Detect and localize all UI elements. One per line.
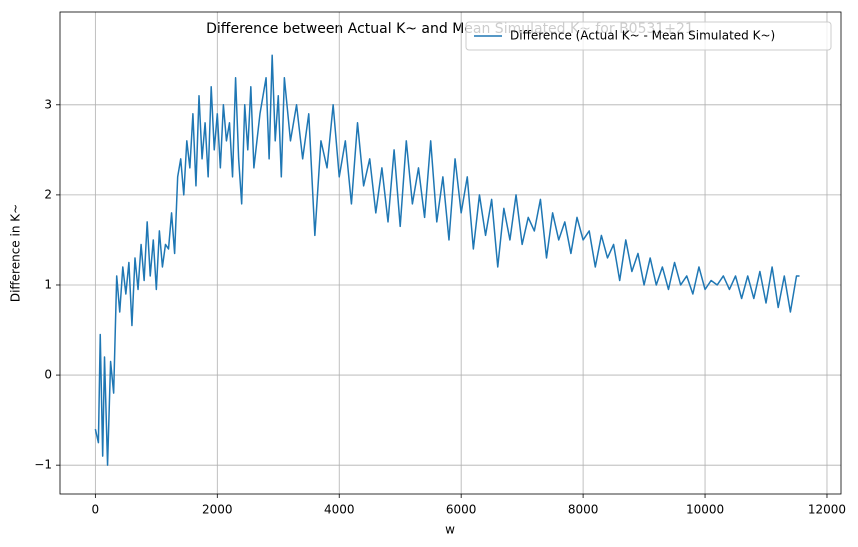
- y-tick-label: 3: [44, 97, 52, 111]
- legend-label: Difference (Actual K~ - Mean Simulated K…: [510, 29, 775, 43]
- y-tick-label: 1: [44, 277, 52, 291]
- x-tick-label: 10000: [686, 503, 724, 517]
- plot-frame: [59, 11, 842, 495]
- x-tick-label: 12000: [808, 503, 846, 517]
- x-tick-label: 6000: [446, 503, 477, 517]
- y-tick-label: 0: [44, 368, 52, 382]
- legend-box: [465, 21, 832, 51]
- x-axis-label: w: [445, 523, 455, 537]
- legend: Difference (Actual K~ - Mean Simulated K…: [465, 21, 832, 51]
- y-tick-label: 2: [44, 187, 52, 201]
- x-tick-label: 2000: [202, 503, 233, 517]
- y-axis-label: Difference in K~: [9, 204, 23, 302]
- data-line: [94, 54, 800, 466]
- x-tick-label: 4000: [324, 503, 355, 517]
- x-tick-label: 8000: [568, 503, 599, 517]
- x-tick-label: 0: [92, 503, 100, 517]
- y-tick-label: −1: [34, 458, 52, 472]
